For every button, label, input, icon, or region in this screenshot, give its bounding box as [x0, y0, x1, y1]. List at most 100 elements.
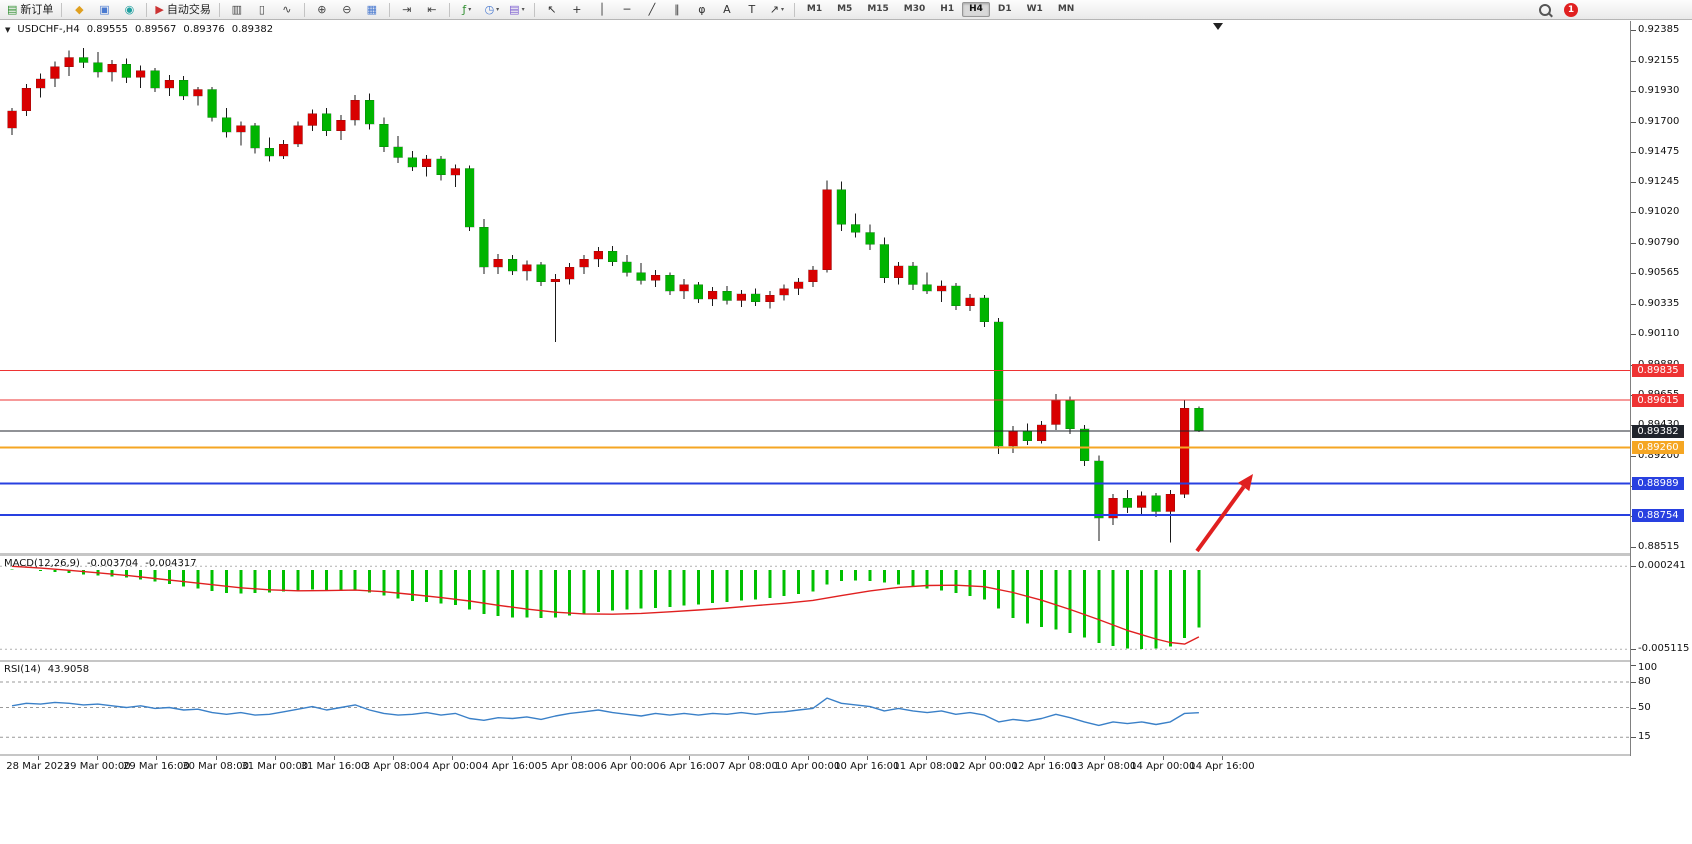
time-axis-label: 4 Apr 16:00 — [482, 761, 542, 772]
candle — [350, 94, 360, 126]
candle — [936, 280, 947, 302]
candle — [893, 261, 904, 285]
symbol-dropdown-icon[interactable]: ▼ — [5, 25, 11, 34]
time-axis-tick — [1162, 756, 1164, 760]
candle — [135, 65, 146, 89]
rsi-chart — [0, 681, 1630, 738]
chart-header: ▼ USDCHF-,H4 0.89555 0.89567 0.89376 0.8… — [5, 24, 273, 35]
candle — [593, 247, 604, 268]
axis-tick — [1631, 90, 1636, 92]
templates-button[interactable]: ▤ ▾ — [505, 0, 529, 19]
candle — [1151, 492, 1161, 517]
vertical-line-button[interactable]: │ — [590, 0, 614, 19]
timeframe-d1[interactable]: D1 — [997, 4, 1012, 14]
time-axis-label: 12 Apr 00:00 — [952, 761, 1018, 772]
mql-market-button[interactable]: ◆ — [67, 0, 91, 19]
bar-chart-icon: ▥ — [231, 3, 243, 16]
time-axis-tick — [570, 756, 572, 760]
macd-panel[interactable]: MACD(12,26,9) -0.003704 -0.004317 — [0, 556, 1692, 660]
chevron-down-icon: ▾ — [780, 5, 784, 13]
candlestick-chart[interactable] — [0, 21, 1630, 553]
refresh-button[interactable]: ◉ — [117, 0, 141, 19]
vertical-line-icon: │ — [598, 3, 606, 16]
notification-badge[interactable]: 1 — [1564, 2, 1578, 17]
candle — [336, 114, 346, 141]
candle — [836, 181, 847, 232]
timeframe-h1[interactable]: H1 — [940, 4, 955, 14]
indicators-button[interactable]: ƒ ▾ — [455, 0, 479, 19]
candle — [93, 52, 103, 78]
time-axis-tick — [807, 756, 809, 760]
timeframe-m15[interactable]: M15 — [867, 4, 889, 14]
horizontal-line-button[interactable]: ─ — [615, 0, 639, 19]
macd-histogram — [10, 569, 1201, 650]
trendline-button[interactable]: ╱ — [640, 0, 664, 19]
auto-trading-button-label: 自动交易 — [166, 3, 211, 16]
price-axis-label: 0.91245 — [1638, 176, 1680, 188]
shapes-button[interactable]: ↗ ▾ — [765, 0, 789, 19]
timeframe-w1[interactable]: W1 — [1026, 4, 1043, 14]
timeframe-h4[interactable]: H4 — [962, 2, 990, 17]
line-chart-button[interactable]: ∿ — [275, 0, 299, 19]
candle — [1179, 400, 1190, 499]
crosshair-button[interactable]: + — [565, 0, 589, 19]
text-button[interactable]: A — [715, 0, 739, 19]
zoom-in-icon: ⊕ — [317, 3, 327, 16]
price-axis-label: 0.91020 — [1638, 206, 1680, 218]
axis-tick — [1631, 212, 1636, 214]
zoom-out-button[interactable]: ⊖ — [335, 0, 359, 19]
main-chart-panel[interactable]: ▼ USDCHF-,H4 0.89555 0.89567 0.89376 0.8… — [0, 21, 1692, 553]
timeframe-m30[interactable]: M30 — [903, 4, 926, 14]
price-axis-label: 0.88515 — [1638, 541, 1680, 552]
cursor-button[interactable]: ↖ — [540, 0, 564, 19]
time-axis-tick — [1103, 756, 1105, 760]
auto-scroll-icon: ⇥ — [402, 3, 412, 16]
time-axis-label: 4 Apr 00:00 — [422, 761, 482, 772]
time-axis-label: 10 Apr 00:00 — [774, 761, 841, 772]
search-button[interactable] — [1533, 0, 1557, 19]
panel-separator[interactable] — [0, 660, 1692, 662]
auto-scroll-button[interactable]: ⇥ — [395, 0, 419, 19]
zoom-in-button[interactable]: ⊕ — [310, 0, 334, 19]
candlestick-chart-button[interactable]: ▯ — [250, 0, 274, 19]
candle — [436, 156, 446, 181]
time-axis-tick — [334, 756, 335, 760]
time-axis-tick — [274, 756, 276, 760]
candle — [993, 317, 1004, 455]
panel-separator[interactable] — [0, 754, 1692, 756]
templates-icon: ▤ — [509, 3, 520, 16]
text-icon: A — [723, 3, 731, 16]
price-axis-label: 0.91475 — [1638, 145, 1680, 157]
indicators-icon: ƒ — [462, 3, 467, 16]
toolbar-separator — [303, 2, 305, 17]
timeframe-mn[interactable]: MN — [1057, 4, 1075, 14]
price-axis-label: 0.91700 — [1638, 115, 1680, 127]
horizontal-line-icon: ─ — [623, 3, 631, 16]
tile-windows-button[interactable]: ▦ — [360, 0, 384, 19]
candle — [1022, 423, 1033, 445]
timeframe-m5[interactable]: M5 — [837, 4, 853, 14]
new-order-button[interactable]: ▤ 新订单 — [4, 0, 56, 19]
axis-tick — [1631, 273, 1636, 275]
crosshair-icon: + — [572, 3, 582, 16]
panel-separator[interactable] — [0, 553, 1692, 556]
axis-tick — [1631, 303, 1636, 305]
auto-trading-button[interactable]: ▶ 自动交易 — [152, 0, 213, 19]
print-button[interactable]: ▣ — [92, 0, 116, 19]
price-badge: 0.88989 — [1632, 477, 1684, 491]
rsi-panel[interactable]: RSI(14) 43.9058 — [0, 662, 1692, 754]
channel-button[interactable]: ∥ — [665, 0, 689, 19]
axis-tick — [1631, 649, 1636, 651]
bar-chart-button[interactable]: ▥ — [225, 0, 249, 19]
label-button[interactable]: T — [740, 0, 764, 19]
fibonacci-icon: φ — [698, 3, 706, 16]
fibonacci-button[interactable]: φ — [690, 0, 714, 19]
trend-arrow-annotation[interactable] — [1195, 474, 1253, 553]
timeframe-m1[interactable]: M1 — [806, 4, 823, 14]
chart-shift-button[interactable]: ⇤ — [420, 0, 444, 19]
time-axis-tick — [630, 756, 631, 760]
candle — [1194, 406, 1204, 432]
periods-button[interactable]: ◷ ▾ — [480, 0, 504, 19]
chevron-down-icon: ▾ — [468, 5, 472, 13]
candlestick-chart-icon: ▯ — [258, 3, 265, 16]
